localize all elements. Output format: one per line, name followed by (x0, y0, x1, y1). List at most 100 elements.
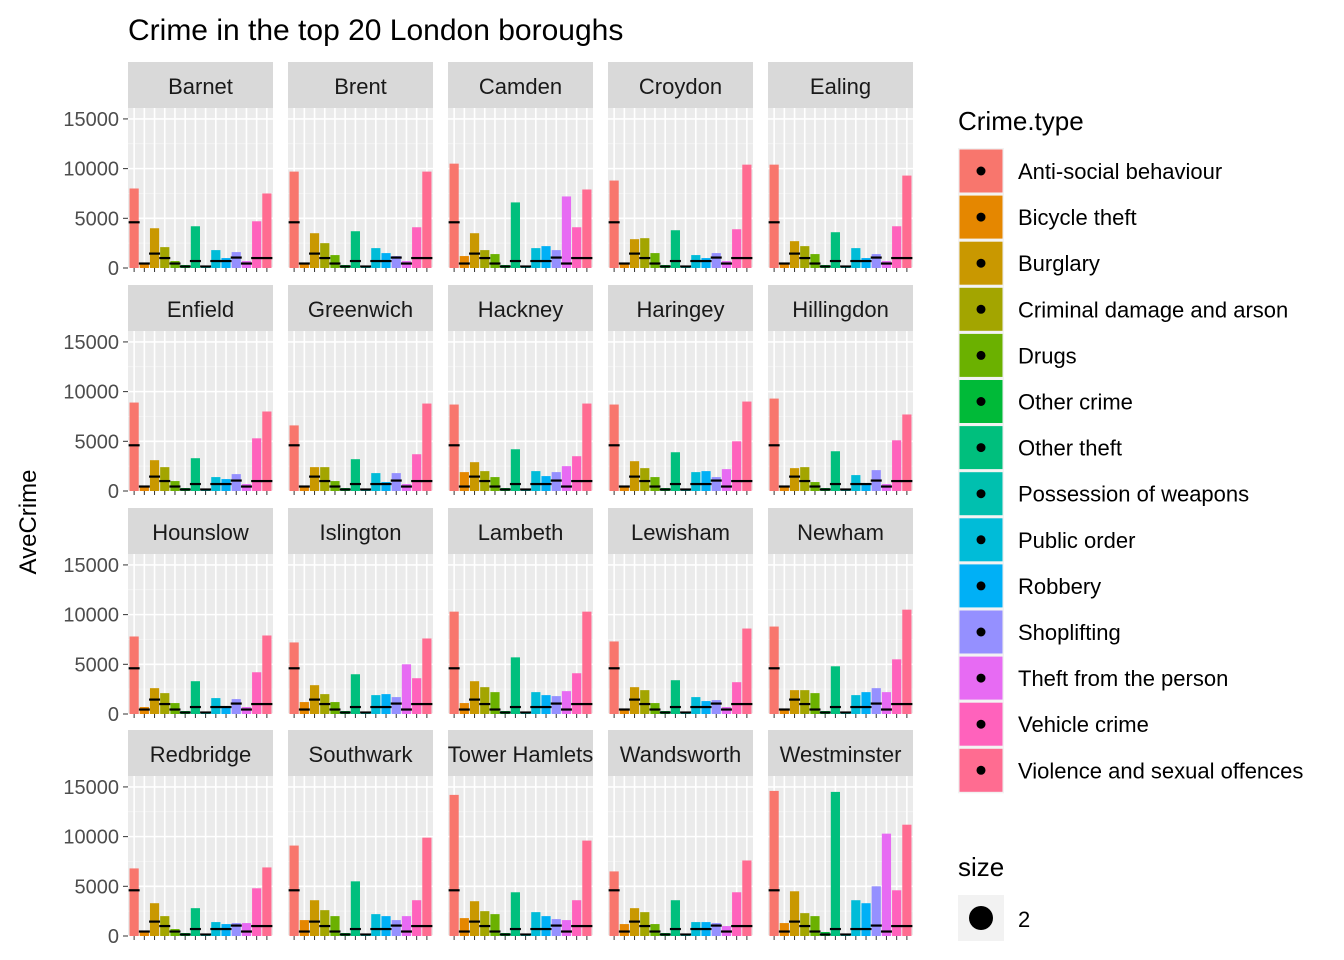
bar (490, 477, 500, 491)
bar (480, 911, 490, 936)
bar (881, 833, 892, 936)
bar (469, 233, 480, 268)
bar (412, 454, 422, 491)
size-legend-label: 2 (1018, 907, 1030, 932)
panel-background (288, 554, 433, 714)
bar (779, 487, 789, 491)
facet-strip (448, 285, 593, 331)
bar (572, 900, 582, 936)
bar (231, 252, 241, 268)
legend-dot (976, 212, 986, 222)
bar (252, 888, 262, 936)
bar (160, 467, 170, 491)
bar (510, 202, 520, 268)
bar (830, 451, 840, 491)
facet-strip (288, 62, 433, 108)
bar (789, 891, 800, 936)
bar (190, 908, 200, 936)
bar (551, 696, 561, 714)
facet-strip (128, 285, 273, 331)
y-tick-label: 15000 (63, 777, 119, 799)
facet-label: Lewisham (631, 520, 730, 545)
bar (551, 919, 561, 936)
bar (412, 227, 422, 268)
bar (221, 258, 231, 268)
bar (711, 700, 721, 714)
bar (789, 468, 800, 491)
y-tick-label: 10000 (63, 159, 119, 181)
bar (851, 900, 861, 936)
bar (881, 692, 892, 714)
facet-panels: Barnet 0 5000 10000 15000 Brent Camden Croydon E… (63, 62, 913, 948)
facet-label: Barnet (168, 74, 233, 99)
bar (851, 695, 861, 714)
bar (892, 659, 902, 714)
facet-strip (608, 285, 753, 331)
facet-label: Wandsworth (620, 742, 741, 767)
panel-background (608, 331, 753, 491)
bar (609, 404, 619, 491)
chart-title: Crime in the top 20 London boroughs (128, 14, 623, 47)
facet-label: Southwark (309, 742, 414, 767)
bar (609, 641, 619, 714)
bar (670, 452, 680, 491)
bar (309, 900, 320, 936)
legend-dot (976, 304, 986, 314)
bar (711, 253, 721, 268)
bar (252, 221, 262, 268)
panel-background (448, 554, 593, 714)
y-tick-label: 15000 (63, 555, 119, 577)
bar (902, 609, 912, 714)
facet-strip (608, 730, 753, 776)
facet-panel: Hillingdon (768, 285, 913, 495)
facet-panel: Barnet 0 5000 10000 15000 (63, 62, 273, 280)
facet-strip (608, 508, 753, 554)
bar (129, 188, 139, 268)
facet-panel: Brent (288, 62, 433, 272)
bar (149, 688, 160, 714)
bar (371, 914, 381, 936)
bar (289, 425, 299, 491)
legend-label: Theft from the person (1018, 666, 1228, 691)
bar (139, 487, 149, 491)
bar (320, 910, 330, 936)
bar (510, 657, 520, 714)
facet-strip (448, 508, 593, 554)
bar (670, 230, 680, 268)
bar (190, 226, 200, 268)
facet-panel: Camden (448, 62, 593, 272)
legend-label: Other theft (1018, 436, 1122, 461)
panel-background (768, 108, 913, 268)
size-legend-dot (969, 906, 993, 930)
bar (469, 901, 480, 936)
bar (391, 473, 401, 491)
bar (701, 471, 711, 491)
legend-entry: Possession of weapons (958, 470, 1249, 517)
legend-entry: Public order (958, 516, 1135, 563)
facet-panel: Hounslow 0 5000 10000 15000 (63, 508, 273, 726)
legend-entry: Vehicle crime (958, 701, 1149, 748)
bar (422, 171, 432, 268)
bar (381, 694, 391, 714)
bar (221, 706, 231, 714)
bar (490, 914, 500, 936)
legend-entry: Violence and sexual offences (958, 747, 1303, 794)
bar (401, 916, 412, 936)
legend-entry: Burglary (958, 240, 1100, 287)
bar (902, 414, 912, 491)
bar (721, 469, 732, 491)
bar (619, 924, 629, 936)
bar (252, 672, 262, 714)
bar (350, 674, 360, 714)
bar (139, 932, 149, 936)
y-axis-title: AveCrime (15, 470, 42, 575)
legend-label: Public order (1018, 528, 1135, 553)
bar (531, 248, 541, 268)
bar (769, 790, 779, 936)
bar (732, 441, 742, 491)
bar (531, 912, 541, 936)
bar (572, 673, 582, 714)
bar (330, 916, 340, 936)
bar (412, 678, 422, 714)
y-tick-label: 5000 (75, 654, 120, 676)
